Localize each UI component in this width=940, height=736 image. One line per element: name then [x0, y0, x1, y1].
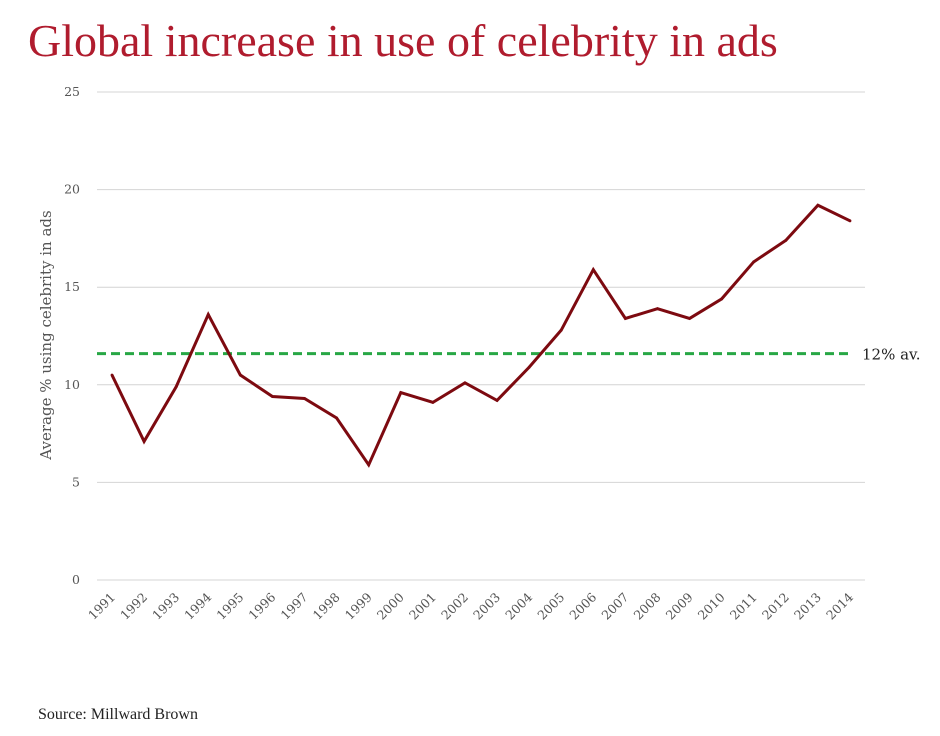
- x-tick-label: 1995: [213, 590, 246, 623]
- x-tick-label: 2010: [695, 589, 728, 622]
- x-tick-label: 2006: [566, 589, 599, 622]
- x-tick-label: 1999: [342, 589, 375, 622]
- data-point: [688, 317, 691, 320]
- data-point: [720, 297, 724, 301]
- data-point: [816, 203, 820, 207]
- y-tick-label: 5: [72, 474, 80, 489]
- data-point: [559, 328, 563, 332]
- x-tick-label: 1998: [310, 589, 343, 622]
- x-tick-label: 2013: [791, 589, 824, 622]
- average-reference-label: 12% av.: [862, 346, 921, 364]
- x-tick-label: 2011: [727, 590, 760, 623]
- data-point: [142, 440, 146, 443]
- x-tick-label: 2007: [598, 589, 631, 622]
- x-tick-label: 2003: [470, 589, 503, 622]
- x-tick-label: 1993: [149, 589, 182, 622]
- x-tick-label: 2002: [438, 590, 471, 623]
- data-point: [206, 313, 210, 316]
- y-tick-label: 0: [72, 572, 80, 587]
- series-line: [110, 203, 851, 468]
- data-point: [784, 238, 788, 242]
- chart-title: Global increase in use of celebrity in a…: [28, 15, 778, 66]
- data-point: [367, 463, 371, 467]
- source-note: Source: Millward Brown: [38, 706, 198, 723]
- data-point: [463, 381, 467, 385]
- data-point: [335, 416, 339, 420]
- x-tick-label: 2005: [534, 590, 567, 623]
- data-point: [431, 400, 435, 404]
- x-tick-label: 1991: [85, 590, 118, 623]
- data-point: [527, 365, 531, 369]
- x-tick-label: 2001: [406, 590, 439, 623]
- x-tick-label: 1996: [245, 589, 278, 622]
- x-tick-label: 2014: [823, 589, 856, 622]
- x-tick-label: 1992: [117, 590, 150, 623]
- x-tick-label: 2009: [663, 589, 696, 622]
- data-point: [848, 219, 852, 223]
- data-point: [303, 397, 306, 400]
- data-point: [623, 317, 627, 320]
- x-tick-label: 1997: [278, 589, 311, 622]
- y-tick-label: 25: [64, 84, 80, 99]
- x-tick-label: 2008: [630, 589, 663, 622]
- data-point: [238, 373, 242, 377]
- x-tick-label: 1994: [181, 589, 214, 622]
- x-tick-label: 2000: [374, 589, 407, 622]
- data-point: [174, 385, 178, 389]
- y-tick-label: 20: [64, 182, 80, 197]
- series-group: [110, 203, 852, 468]
- data-point: [110, 373, 114, 377]
- x-tick-label: 2012: [759, 590, 792, 623]
- data-point: [271, 395, 274, 398]
- x-tick-labels: 1991199219931994199519961997199819992000…: [85, 589, 856, 622]
- data-point: [591, 268, 595, 272]
- data-point: [495, 399, 499, 402]
- grid-lines: [97, 91, 865, 581]
- data-point: [752, 260, 756, 264]
- y-tick-labels: 0 5 10 15 20 25: [64, 84, 80, 587]
- y-tick-label: 10: [64, 377, 80, 392]
- data-point: [656, 307, 659, 311]
- y-tick-label: 15: [64, 279, 80, 294]
- y-axis-label: Average % using celebrity in ads: [37, 210, 55, 460]
- data-point: [399, 391, 403, 395]
- x-tick-label: 2004: [502, 589, 535, 622]
- average-reference: 12% av.: [97, 346, 921, 364]
